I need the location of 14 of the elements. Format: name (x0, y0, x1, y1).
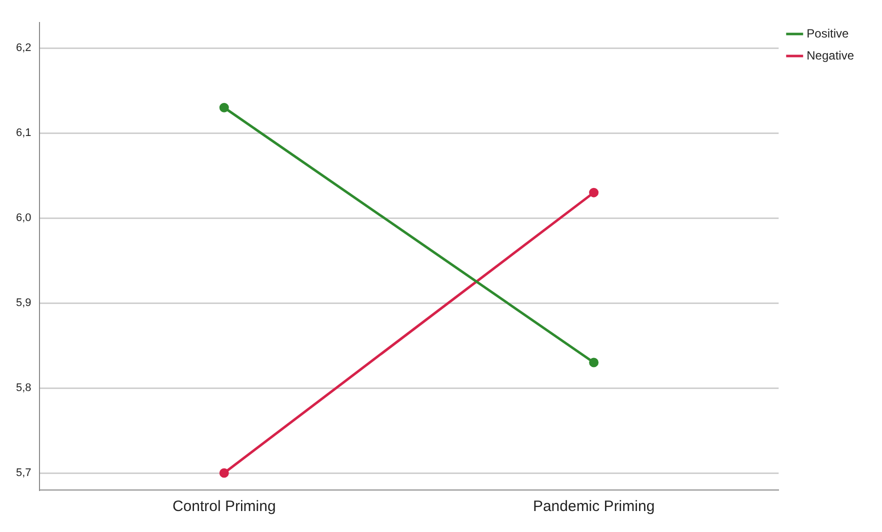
point (219, 468, 229, 478)
legend-label: Positive (806, 26, 849, 40)
y-tick-label: 6,2 (16, 42, 32, 54)
point (589, 358, 599, 368)
y-tick-label: 5,7 (16, 467, 32, 480)
x-tick-label: Control Priming (172, 498, 276, 516)
y-tick-label: 6,1 (16, 127, 32, 140)
y-tick-label: 5,9 (16, 297, 32, 310)
y-tick-label: 6,0 (16, 212, 32, 224)
x-tick-label: Pandemic Priming (532, 498, 655, 516)
point (219, 102, 229, 112)
y-tick-label: 5,8 (16, 382, 32, 394)
point (589, 188, 599, 198)
legend-label: Negative (806, 48, 854, 62)
